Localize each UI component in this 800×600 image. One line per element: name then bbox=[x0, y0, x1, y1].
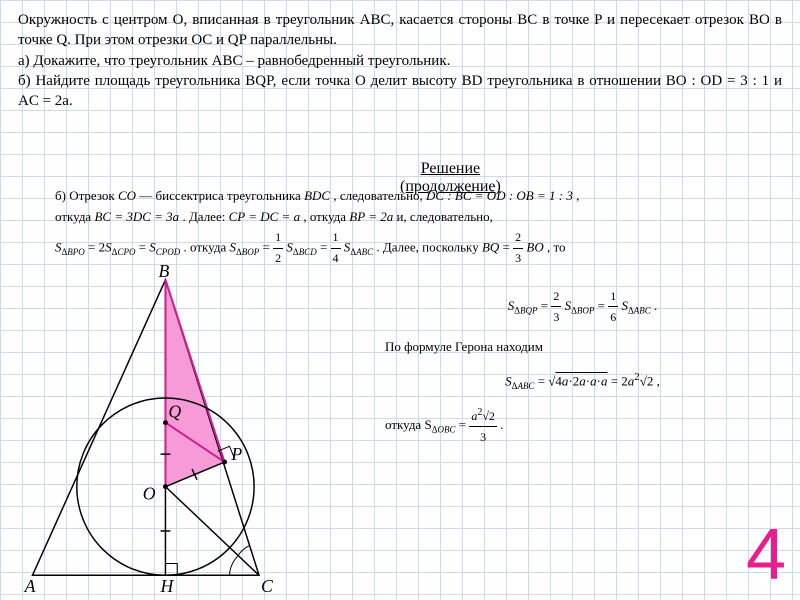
eq3a: откуда S bbox=[385, 417, 432, 432]
eq3d: 3 bbox=[469, 427, 497, 447]
solution-heading: Решение (продолжение) bbox=[400, 160, 501, 196]
right-angle-H bbox=[165, 563, 177, 575]
sol-l2a: откуда bbox=[55, 209, 94, 224]
sol-concl: . Далее, поскольку bbox=[376, 239, 482, 254]
dot-O bbox=[163, 484, 168, 489]
eq-sbqp: SΔBQP = 23 SΔBOP = 16 SΔABC . bbox=[385, 286, 780, 328]
sol-l2c: , откуда bbox=[303, 209, 349, 224]
label-B: B bbox=[159, 265, 170, 281]
dot-Q bbox=[163, 420, 168, 425]
sol-eqcp: CP = DC = a bbox=[229, 209, 300, 224]
angle-arc-C2 bbox=[237, 546, 249, 557]
page-number: 4 bbox=[746, 514, 786, 596]
solution-heading-2: (продолжение) bbox=[400, 178, 501, 196]
sol-l2b: . Далее: bbox=[182, 209, 228, 224]
sol-l1b: — биссектриса треугольника bbox=[139, 188, 304, 203]
sol-to: , то bbox=[547, 239, 566, 254]
label-H: H bbox=[160, 576, 175, 595]
dot-P bbox=[222, 460, 227, 465]
solution-line-3: SΔBPO = 2SΔCPO = SCPOD . откуда SΔBOP = … bbox=[55, 228, 770, 269]
solution-line-2: откуда BC = 3DC = 3a . Далее: CP = DC = … bbox=[55, 206, 770, 227]
problem-part-b: б) Найдите площадь треугольника BQP, есл… bbox=[18, 71, 782, 112]
problem-statement: Окружность с центром O, вписанная в треу… bbox=[0, 0, 800, 115]
label-P: P bbox=[230, 444, 242, 464]
geometry-diagram: A B C H O Q P bbox=[10, 265, 380, 595]
sol-eqbc: BC = 3DC = 3a bbox=[94, 209, 179, 224]
label-Q: Q bbox=[168, 402, 181, 422]
problem-text: Окружность с центром O, вписанная в треу… bbox=[18, 10, 782, 51]
solution-right-column: SΔBQP = 23 SΔBOP = 16 SΔABC . По формуле… bbox=[385, 280, 780, 448]
label-C: C bbox=[261, 576, 273, 595]
f1d: 3 bbox=[551, 307, 561, 327]
sol-l2d: и, следовательно, bbox=[396, 209, 492, 224]
sol-eqbp: BP = 2a bbox=[349, 209, 393, 224]
f1n: 2 bbox=[551, 286, 561, 307]
label-O: O bbox=[143, 483, 156, 503]
sol-l1a: б) Отрезок bbox=[55, 188, 118, 203]
triangle-ABC bbox=[32, 280, 259, 576]
f2d: 6 bbox=[608, 307, 618, 327]
problem-part-a: а) Докажите, что треугольник ABC – равно… bbox=[18, 51, 782, 71]
heron-text: По формуле Герона находим bbox=[385, 336, 780, 358]
bq-d: 3 bbox=[513, 249, 523, 269]
f2n: 1 bbox=[608, 286, 618, 307]
label-A: A bbox=[24, 576, 36, 595]
solution-heading-1: Решение bbox=[400, 160, 501, 178]
eq-heron: SΔABC = √4a·2a·a·a = 2a2√2 , bbox=[385, 368, 780, 394]
angle-arc-C1 bbox=[229, 557, 237, 576]
solution-body: б) Отрезок CO — биссектриса треугольника… bbox=[55, 185, 770, 268]
sol-l3b: . откуда bbox=[184, 239, 230, 254]
bq-n: 2 bbox=[513, 228, 523, 249]
eq-final: откуда SΔOBC = a2√23 . bbox=[385, 404, 780, 448]
